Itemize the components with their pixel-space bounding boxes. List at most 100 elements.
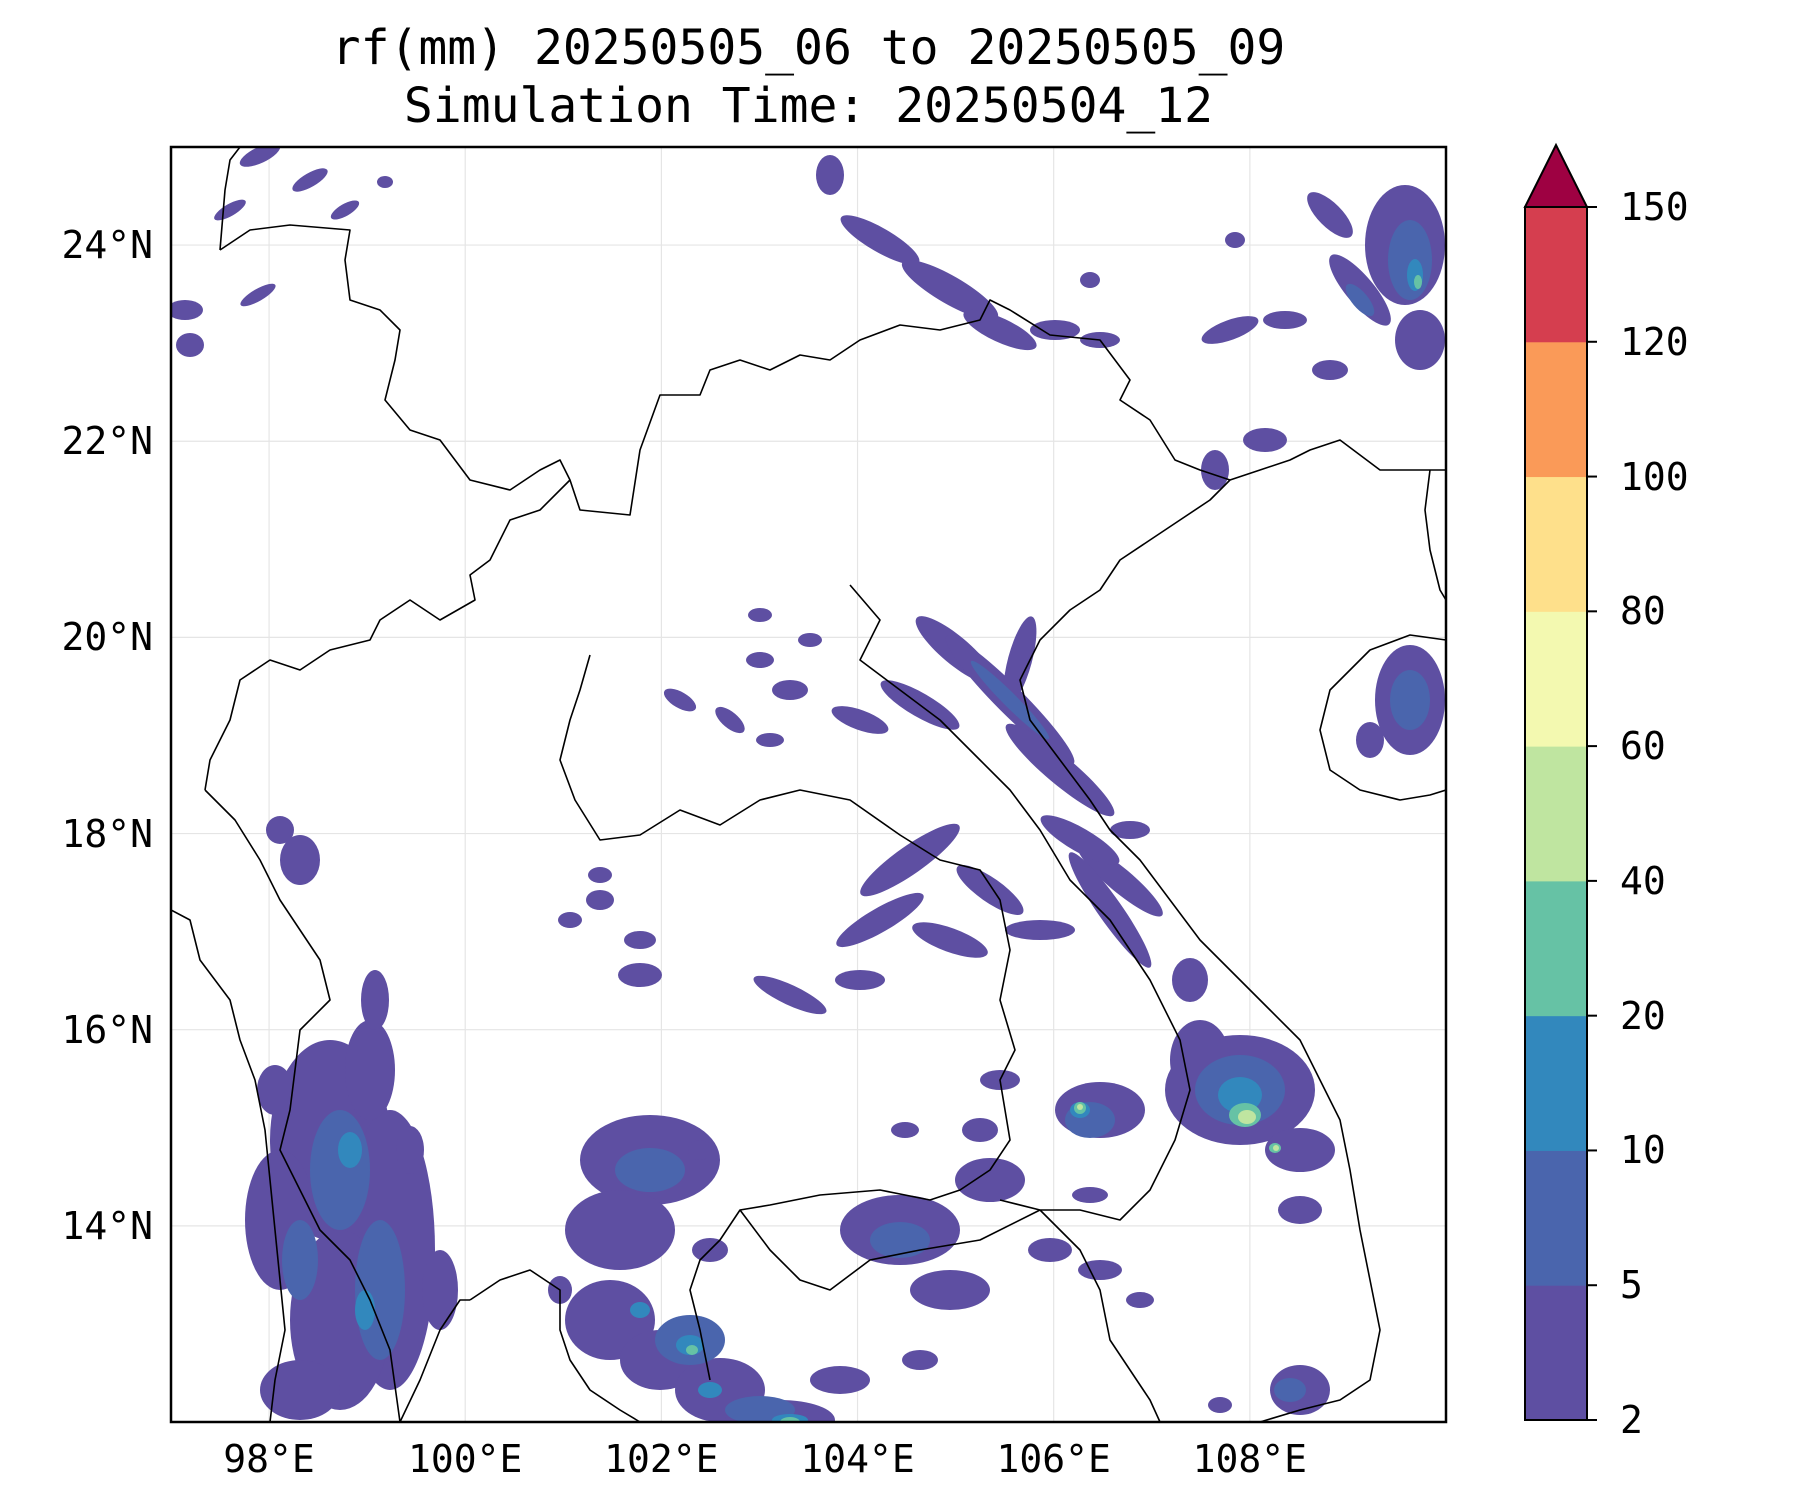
rain-blob [355, 1220, 405, 1360]
rain-blob [588, 867, 612, 883]
rain-blob [891, 1122, 919, 1138]
colorbar-segment [1525, 1015, 1587, 1151]
map-frame [169, 145, 1448, 1424]
rain-blob [955, 1158, 1025, 1202]
laos-vietnam-border [849, 584, 1191, 1221]
rain-blob [798, 633, 822, 647]
rain-blob [840, 215, 920, 265]
colorbar-segment [1525, 207, 1587, 343]
rain-blob [1028, 1238, 1072, 1262]
rain-blob [870, 1222, 930, 1258]
vietnam-coastline [1019, 479, 1381, 1422]
rain-blob [214, 199, 246, 221]
rain-blob [956, 865, 1024, 915]
rain-blob [266, 816, 294, 844]
lon-tick-label: 106°E [996, 1437, 1111, 1481]
colorbar-segment [1525, 341, 1587, 478]
lat-tick-label: 18°N [61, 811, 153, 856]
colorbar-segment [1525, 476, 1587, 612]
rain-blob [1080, 272, 1100, 288]
thailand-west-coast [399, 1299, 470, 1422]
colorbar-frame [1524, 206, 1588, 1421]
rain-blob [565, 1190, 675, 1270]
lat-tick-label: 20°N [61, 615, 153, 660]
colorbar-tick-label: 5 [1620, 1263, 1643, 1308]
rain-blob [1356, 722, 1384, 758]
rain-blob [816, 155, 844, 195]
lat-tick-label: 22°N [61, 419, 153, 464]
cambodia-thailand-border [739, 1209, 1041, 1291]
rain-blob [176, 333, 204, 357]
rain-blob [715, 706, 745, 734]
rain-blob [756, 733, 784, 747]
colorbar-tick-label: 60 [1620, 724, 1666, 769]
rain-blob [1265, 1128, 1335, 1172]
gulf-of-thailand-coast [469, 1269, 641, 1422]
rain-blob [1243, 428, 1287, 452]
colorbar-tick-label: 2 [1620, 1398, 1643, 1442]
rain-blob [910, 1270, 990, 1310]
colorbar-tick-label: 100 [1620, 454, 1689, 499]
rain-blob [901, 259, 999, 321]
rain-blob [1040, 815, 1120, 865]
guangxi-coastline [1229, 439, 1446, 481]
rain-blob [338, 1132, 362, 1168]
colorbar-segment [1525, 611, 1587, 747]
colorbar-extend-arrow [1523, 142, 1589, 208]
lon-tick-label: 98°E [223, 1437, 315, 1481]
rain-blob [282, 1220, 318, 1300]
rain-blob [361, 970, 389, 1030]
rain-blob [1068, 852, 1152, 968]
rain-blob [1201, 316, 1259, 344]
rain-blob [330, 200, 360, 220]
rain-blob [1312, 360, 1348, 380]
rain-blob [753, 975, 827, 1015]
rain-blob [1078, 1260, 1122, 1280]
rain-blob [1388, 220, 1432, 300]
colorbar-segment [1525, 746, 1587, 882]
colorbar-segment [1525, 880, 1587, 1017]
rain-blob [1278, 1196, 1322, 1224]
rain-blob [1003, 616, 1037, 704]
colorbar-tick-label: 150 [1620, 185, 1689, 229]
rain-blob [810, 1366, 870, 1394]
rain-blob [1208, 1397, 1232, 1413]
rain-blob [963, 309, 1037, 351]
lat-tick-label: 24°N [61, 223, 153, 268]
rain-blob [860, 823, 960, 897]
rain-blob [558, 912, 582, 928]
myanmar-thailand-border [204, 789, 401, 1422]
rain-blob [1263, 311, 1307, 329]
rain-blob [630, 1302, 650, 1318]
rain-blob [396, 1126, 424, 1174]
lat-tick-label: 14°N [61, 1203, 153, 1248]
rain-blob [1345, 283, 1375, 317]
rain-blob [748, 608, 772, 622]
rain-blob [615, 1148, 685, 1192]
rain-blob [746, 652, 774, 668]
rain-blob [1307, 192, 1353, 238]
rain-blob [1030, 320, 1080, 340]
rain-blob [1126, 1292, 1154, 1308]
rain-blob [698, 1382, 722, 1398]
mekong-border [559, 654, 1016, 1381]
colorbar-tick-label: 10 [1620, 1128, 1666, 1173]
colorbar-tick-label: 120 [1620, 319, 1689, 364]
lon-tick-label: 108°E [1192, 1437, 1308, 1481]
rain-blob [1274, 1378, 1306, 1402]
laos-china-border [204, 479, 571, 791]
rain-blob [1077, 1104, 1083, 1110]
leizhou-coastline [1424, 469, 1446, 601]
rainfall-field [171, 147, 1445, 1422]
myanmar-coastline [171, 909, 286, 1422]
rain-blob [422, 1250, 458, 1330]
lat-tick-label: 16°N [61, 1007, 153, 1052]
rain-blob [831, 706, 889, 734]
rain-blob [1072, 1187, 1108, 1203]
cambodia-vietnam-border [1039, 1209, 1161, 1422]
rain-blob [280, 835, 320, 885]
rain-blob [1005, 920, 1075, 940]
rain-blob [1395, 310, 1445, 370]
rain-blob [686, 1345, 698, 1355]
